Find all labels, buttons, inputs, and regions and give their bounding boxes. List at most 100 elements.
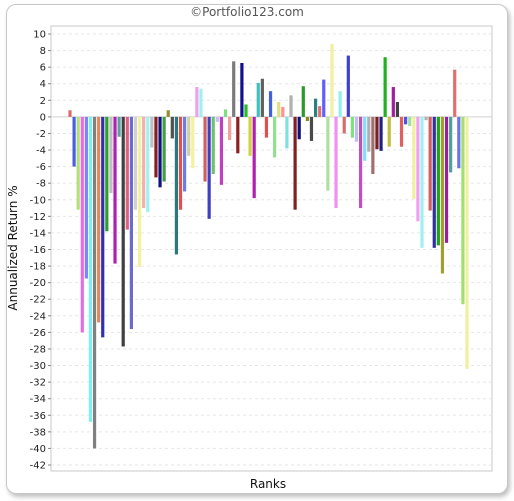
bar	[444, 116, 449, 243]
bar	[461, 116, 465, 305]
y-tick-label: 4	[40, 79, 46, 90]
bar	[101, 116, 105, 338]
bar	[453, 69, 457, 117]
y-tick-label: -10	[30, 195, 46, 206]
y-tick-label: 6	[40, 63, 46, 74]
bar	[387, 116, 391, 147]
bar	[207, 116, 211, 219]
bar	[125, 116, 129, 230]
bar	[281, 106, 285, 117]
bar	[174, 116, 179, 255]
bar	[154, 116, 158, 178]
bar	[297, 116, 301, 140]
y-tick-label: 8	[40, 46, 46, 57]
bar	[105, 116, 109, 232]
bar	[264, 116, 269, 138]
bar	[240, 63, 244, 117]
bar	[191, 116, 195, 169]
bar	[428, 116, 432, 211]
bar	[350, 116, 354, 138]
bar	[80, 116, 84, 333]
bar	[457, 116, 461, 169]
bar	[248, 116, 252, 156]
bar	[416, 116, 420, 222]
bar	[183, 116, 187, 192]
bar	[354, 116, 359, 142]
y-tick-label: -8	[36, 179, 46, 190]
bar	[158, 116, 162, 188]
bar	[88, 116, 93, 422]
y-tick-label: 0	[40, 112, 46, 123]
y-tick-label: -2	[36, 129, 46, 140]
bar	[404, 116, 408, 125]
bar	[260, 78, 264, 117]
bar	[424, 116, 428, 121]
bar	[305, 116, 309, 122]
bar	[383, 57, 387, 117]
bar	[72, 116, 76, 167]
bar	[236, 116, 240, 154]
bar	[375, 116, 379, 150]
bar	[436, 116, 440, 246]
bar	[150, 116, 154, 148]
bar	[97, 116, 101, 323]
bar	[342, 116, 346, 134]
bar	[215, 116, 219, 122]
bar	[170, 116, 174, 139]
y-tick-label: 2	[40, 96, 46, 107]
bar	[412, 116, 416, 199]
bar	[363, 116, 367, 161]
y-tick-label: -36	[30, 411, 46, 422]
y-tick-label: -30	[30, 361, 46, 372]
bar	[273, 116, 277, 158]
bar	[195, 87, 199, 117]
bar	[326, 116, 330, 191]
y-tick-label: -6	[36, 162, 46, 173]
bar	[223, 109, 228, 117]
y-tick-label: -42	[30, 461, 46, 472]
bar	[293, 116, 297, 210]
y-tick-label: -32	[30, 378, 46, 389]
y-tick-label: -20	[30, 278, 46, 289]
bar	[465, 116, 469, 369]
bar	[146, 116, 150, 213]
bar	[166, 110, 170, 117]
bar	[92, 116, 97, 449]
bar	[109, 116, 113, 194]
bar	[334, 116, 338, 209]
bar	[219, 116, 224, 185]
bar	[285, 116, 289, 149]
bar	[313, 98, 318, 117]
bar	[113, 116, 117, 264]
y-axis-label: Annualized Return %	[6, 185, 20, 310]
y-tick-label: -14	[30, 228, 46, 239]
bar	[399, 116, 404, 147]
bar	[301, 86, 305, 117]
bar	[432, 116, 436, 248]
y-tick-label: 10	[33, 30, 46, 41]
bar	[203, 116, 207, 182]
bar	[121, 116, 125, 347]
bar	[137, 116, 142, 267]
bar	[440, 116, 445, 274]
bar	[379, 116, 383, 151]
bar	[162, 116, 166, 182]
y-tick-label: -38	[30, 427, 46, 438]
bar	[76, 116, 80, 210]
bar	[211, 116, 215, 175]
y-tick-label: -22	[30, 295, 46, 306]
bar	[449, 116, 453, 173]
bar	[371, 116, 375, 175]
y-tick-label: -4	[36, 146, 46, 157]
bar	[338, 91, 342, 117]
y-tick-label: -28	[30, 344, 46, 355]
x-axis-label: Ranks	[250, 477, 286, 491]
bar	[187, 116, 191, 156]
bar	[252, 116, 256, 199]
y-axis-tick-labels: 10 8 6 4 2 0 -2 -4 -6 -8 -10 -12 -14 -16 -18 -20 -22 -24 -…	[30, 30, 51, 472]
bar	[256, 82, 260, 117]
bar	[322, 79, 326, 117]
bar	[228, 116, 232, 141]
bar	[117, 116, 121, 137]
